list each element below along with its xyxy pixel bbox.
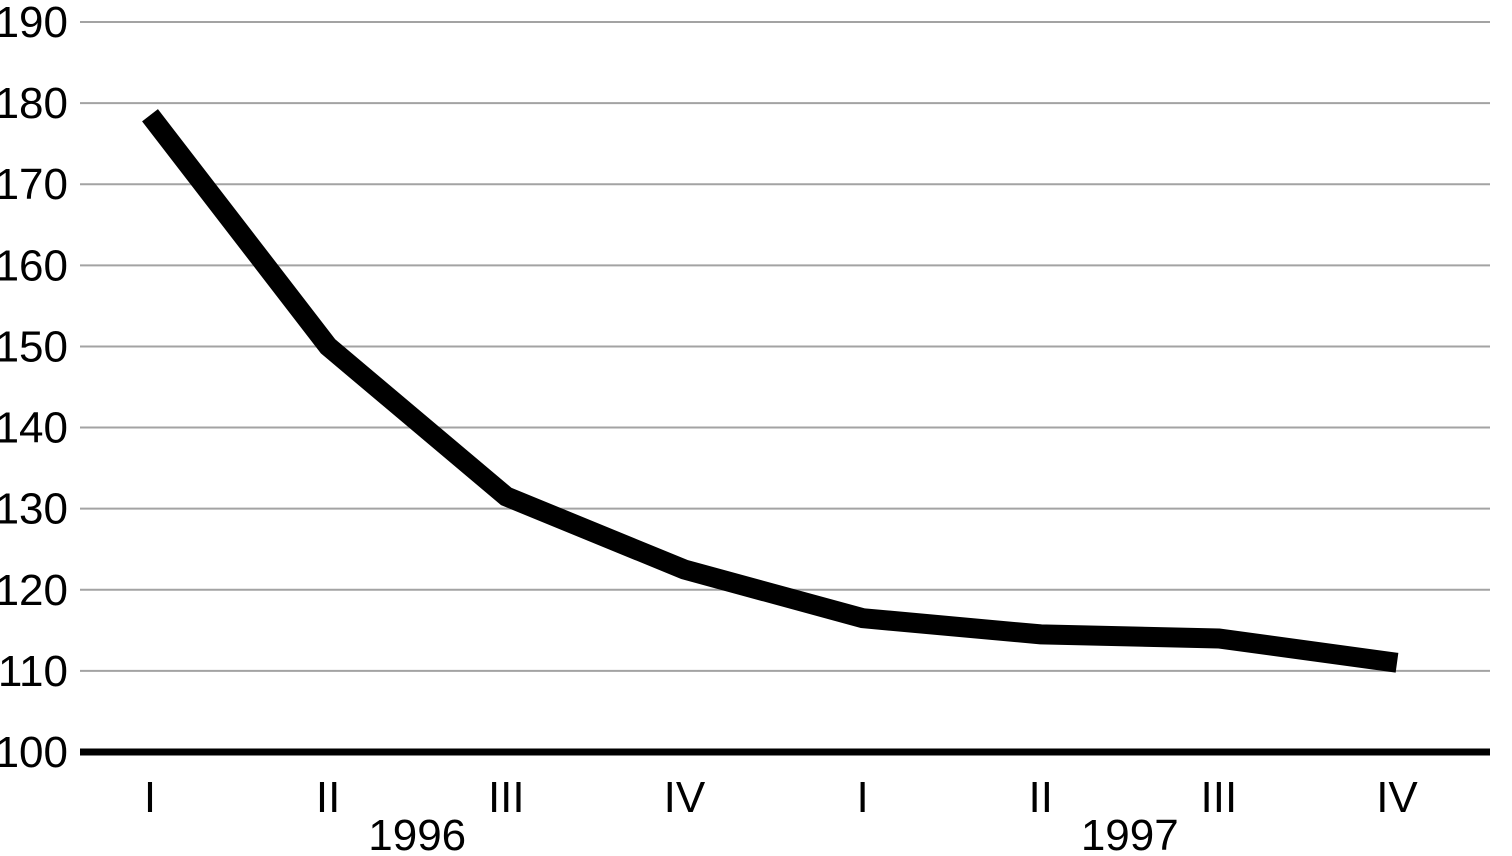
year-label: 1997 — [1081, 811, 1179, 856]
y-tick-label: 150 — [0, 322, 68, 371]
y-tick-label: 160 — [0, 241, 68, 290]
x-tick-label: I — [856, 773, 868, 822]
y-tick-label: 100 — [0, 728, 68, 777]
year-label: 1996 — [368, 811, 466, 856]
y-tick-label: 180 — [0, 79, 68, 128]
y-tick-label: 190 — [0, 0, 68, 47]
y-tick-label: 130 — [0, 485, 68, 534]
y-axis-labels-group: 100 110 120 130 140 150 160 170 180 190 — [0, 0, 68, 777]
x-tick-label: I — [144, 773, 156, 822]
year-labels-group: 1996 1997 — [368, 811, 1178, 856]
y-tick-label: 140 — [0, 404, 68, 453]
x-tick-label: II — [316, 773, 340, 822]
y-tick-label: 110 — [0, 647, 68, 696]
gridlines-group — [80, 21, 1490, 672]
x-tick-label: IV — [1376, 773, 1418, 822]
x-tick-label: IV — [664, 773, 706, 822]
y-tick-label: 120 — [0, 566, 68, 615]
x-tick-label: III — [1201, 773, 1238, 822]
y-tick-label: 170 — [0, 160, 68, 209]
x-axis-labels-group: I II III IV I II III IV — [144, 773, 1419, 822]
x-tick-label: II — [1028, 773, 1052, 822]
x-tick-label: III — [488, 773, 525, 822]
data-line — [142, 109, 1399, 673]
